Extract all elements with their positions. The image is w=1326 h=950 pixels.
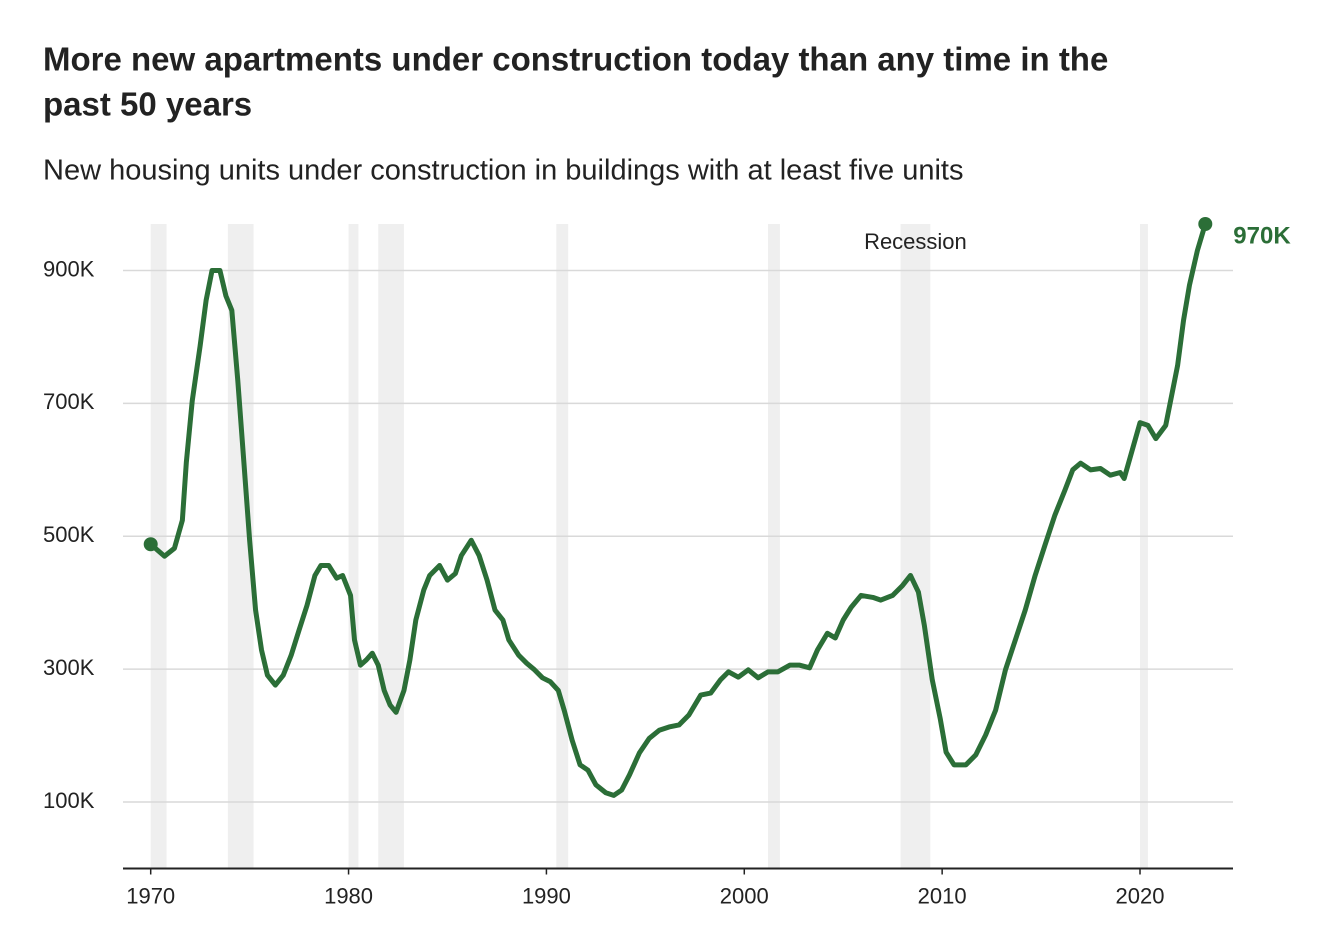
chart-subtitle: New housing units under construction in …	[43, 155, 963, 187]
data-line	[149, 223, 1208, 798]
x-tick-label: 2010	[918, 883, 967, 908]
y-tick-label: 100K	[43, 788, 95, 813]
recession-band	[900, 224, 931, 869]
recession-band	[348, 224, 359, 869]
recession-band	[1140, 224, 1148, 869]
recession-label: Recession	[864, 229, 967, 254]
x-tick-label: 1980	[324, 883, 373, 908]
end-dot	[143, 537, 158, 552]
chart-title: More new apartments under construction t…	[43, 41, 1108, 78]
x-tick-label: 2020	[1116, 883, 1165, 908]
recession-band	[378, 224, 404, 869]
y-tick-label: 500K	[43, 522, 95, 547]
recession-band	[556, 224, 569, 869]
x-tick-label: 1990	[522, 883, 571, 908]
y-tick-label: 300K	[43, 655, 95, 680]
y-tick-label: 900K	[43, 256, 95, 281]
recession-band	[150, 224, 167, 869]
recession-band	[768, 224, 780, 869]
end-label: 970K	[1233, 222, 1291, 249]
x-tick-label: 1970	[126, 883, 175, 908]
chart-title: past 50 years	[43, 86, 252, 123]
x-tick-label: 2000	[720, 883, 769, 908]
y-tick-label: 700K	[43, 389, 95, 414]
end-dot	[1198, 217, 1213, 231]
